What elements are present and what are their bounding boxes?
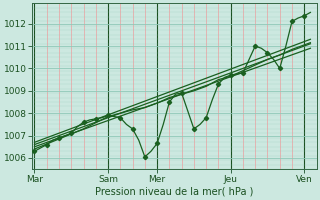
X-axis label: Pression niveau de la mer( hPa ): Pression niveau de la mer( hPa ) <box>95 187 253 197</box>
